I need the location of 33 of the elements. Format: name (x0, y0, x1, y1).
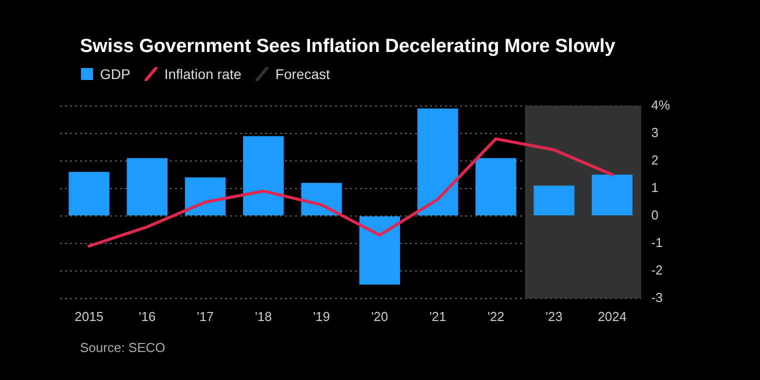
bar (126, 158, 168, 216)
bar (534, 186, 574, 216)
x-tick-label: '23 (546, 308, 563, 324)
y-tick-label: -1 (651, 234, 663, 250)
x-tick-label: '20 (371, 308, 388, 324)
y-tick-label: 0 (651, 207, 658, 222)
bar (301, 182, 342, 216)
chart-title: Swiss Government Sees Inflation Decelerating More Slowly (80, 36, 616, 58)
bar (68, 172, 110, 216)
x-tick-label: '22 (487, 308, 504, 324)
x-tick-label: '16 (138, 308, 156, 324)
legend-label: Inflation rate (164, 66, 242, 82)
y-tick-label: -2 (651, 262, 663, 278)
bar (359, 216, 400, 285)
y-tick-label: -3 (651, 290, 663, 305)
bar (476, 158, 516, 216)
y-tick-label: 4% (651, 97, 670, 112)
bar (184, 177, 226, 216)
x-tick-label: '21 (429, 308, 446, 324)
x-tick-label: '19 (313, 308, 330, 324)
x-tick-label: 2015 (74, 308, 104, 324)
bar (243, 136, 284, 216)
x-tick-label: '17 (196, 308, 214, 324)
x-tick-label: 2024 (598, 308, 627, 324)
legend-label: GDP (100, 66, 130, 82)
bar (417, 108, 458, 216)
bar (592, 174, 632, 216)
x-tick-label: '18 (254, 308, 272, 324)
y-tick-label: 1 (651, 180, 658, 195)
y-tick-label: 2 (651, 152, 658, 168)
legend-label: Forecast (275, 66, 330, 82)
source-note: Source: SECO (80, 340, 166, 355)
y-tick-label: 3 (651, 124, 658, 140)
